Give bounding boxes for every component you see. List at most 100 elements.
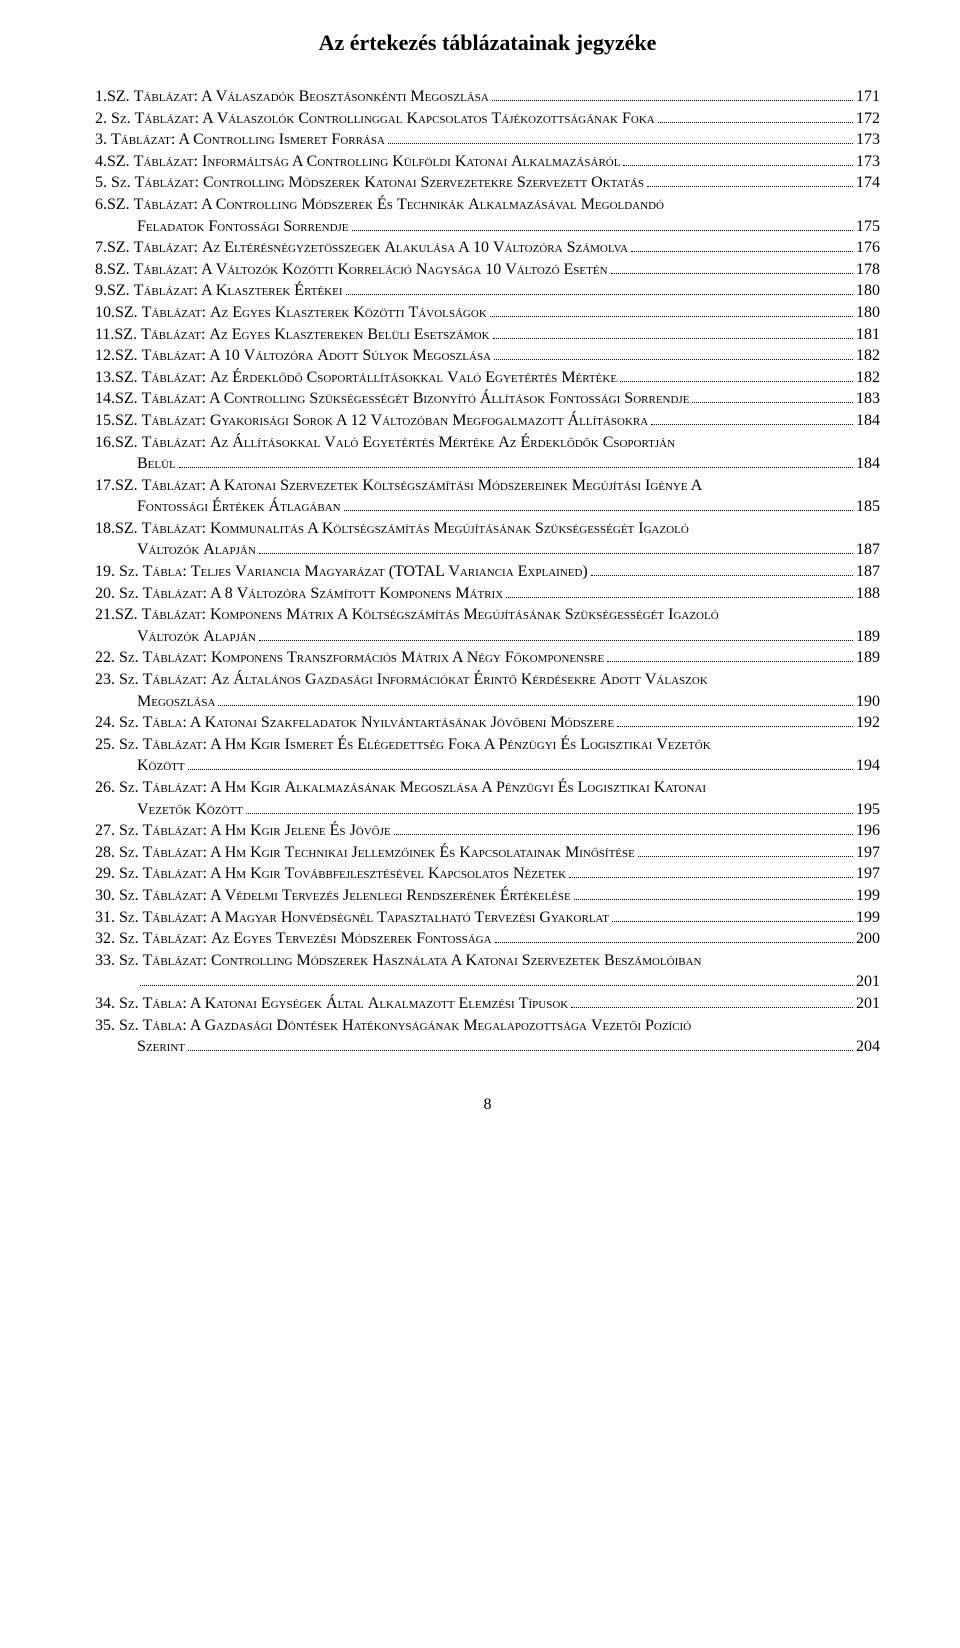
toc-entry-label-cont: Belül [137, 453, 176, 475]
toc-leader [617, 713, 853, 727]
toc-entry: 22. Sz. Táblázat: Komponens Transzformác… [95, 647, 880, 669]
toc-leader [647, 174, 853, 188]
toc-entry: 7.SZ. Táblázat: Az Eltérésnégyzetösszege… [95, 237, 880, 259]
toc-entry-page: 185 [856, 496, 880, 518]
toc-leader [492, 87, 853, 101]
toc-entry: 13.SZ. Táblázat: Az Érdeklődő Csoportáll… [95, 367, 880, 389]
toc-entry: 11.SZ. Táblázat: Az Egyes Klasztereken B… [95, 324, 880, 346]
toc-entry: 16.SZ. Táblázat: Az Állításokkal Való Eg… [95, 432, 880, 454]
toc-leader [352, 217, 853, 231]
toc-entry-continuation: Változók Alapján189 [95, 626, 880, 648]
toc-entry-label: 30. Sz. Táblázat: A Védelmi Tervezés Jel… [95, 885, 571, 907]
toc-entry-label: 25. Sz. Táblázat: A Hm Kgir Ismeret És E… [95, 734, 711, 756]
toc-entry-page: 172 [856, 108, 880, 130]
toc-entry-page: 174 [856, 172, 880, 194]
toc-leader [620, 368, 853, 382]
toc-entry-label: 14.SZ. Táblázat: A Controlling Szükséges… [95, 388, 689, 410]
toc-leader [692, 390, 853, 404]
toc-entry-label: 20. Sz. Táblázat: A 8 Változóra Számítot… [95, 583, 503, 605]
toc-leader [623, 152, 853, 166]
toc-leader [490, 303, 853, 317]
toc-entry-page: 187 [856, 561, 880, 583]
toc-leader [494, 346, 853, 360]
toc-entry-page: 187 [856, 539, 880, 561]
toc-entry: 35. Sz. Tábla: A Gazdasági Döntések Haté… [95, 1015, 880, 1037]
toc-entry-page: 190 [856, 691, 880, 713]
toc-entry-page: 196 [856, 820, 880, 842]
toc-entry-continuation: Között194 [95, 755, 880, 777]
toc-leader [259, 627, 853, 641]
toc-entry: 14.SZ. Táblázat: A Controlling Szükséges… [95, 388, 880, 410]
toc-entry-page: 197 [856, 863, 880, 885]
toc-entry-label-cont: Között [137, 755, 185, 777]
toc-entry-label: 34. Sz. Tábla: A Katonai Egységek Által … [95, 993, 568, 1015]
toc-entry-continuation: Szerint204 [95, 1036, 880, 1058]
toc-entry-label: 28. Sz. Táblázat: A Hm Kgir Technikai Je… [95, 842, 635, 864]
toc-entry: 3. Táblázat: A Controlling Ismeret Forrá… [95, 129, 880, 151]
toc-entry: 34. Sz. Tábla: A Katonai Egységek Által … [95, 993, 880, 1015]
toc-entry: 4.SZ. Táblázat: Informáltság A Controlli… [95, 151, 880, 173]
toc-entry-continuation: 201 [95, 971, 880, 993]
toc-entry: 30. Sz. Táblázat: A Védelmi Tervezés Jel… [95, 885, 880, 907]
toc-entry-label: 26. Sz. Táblázat: A Hm Kgir Alkalmazásán… [95, 777, 706, 799]
toc-entry-label: 16.SZ. Táblázat: Az Állításokkal Való Eg… [95, 432, 675, 454]
toc-leader [571, 994, 853, 1008]
toc-entry: 15.SZ. Táblázat: Gyakorisági Sorok A 12 … [95, 410, 880, 432]
toc-entry-page: 195 [856, 799, 880, 821]
toc-entry-label-cont: Feladatok Fontossági Sorrendje [137, 216, 349, 238]
toc-entry-label: 15.SZ. Táblázat: Gyakorisági Sorok A 12 … [95, 410, 648, 432]
toc-entry-page: 197 [856, 842, 880, 864]
toc-entry-label: 27. Sz. Táblázat: A Hm Kgir Jelene És Jö… [95, 820, 391, 842]
toc-leader [638, 843, 853, 857]
toc-leader [612, 908, 853, 922]
toc-leader [218, 692, 853, 706]
toc-entry-page: 182 [856, 345, 880, 367]
toc-leader [140, 973, 853, 987]
toc-leader [179, 454, 853, 468]
toc-leader [506, 584, 853, 598]
toc-leader [246, 800, 853, 814]
toc-leader [591, 562, 853, 576]
toc-entry-label: 21.SZ. Táblázat: Komponens Mátrix A Költ… [95, 604, 719, 626]
toc-entry-page: 189 [856, 647, 880, 669]
toc-entry-label: 9.SZ. Táblázat: A Klaszterek Értékei [95, 280, 343, 302]
toc-leader [493, 325, 853, 339]
toc-leader [611, 260, 853, 274]
toc-entry-page: 178 [856, 259, 880, 281]
page-title: Az értekezés táblázatainak jegyzéke [95, 30, 880, 56]
toc-entry-page: 182 [856, 367, 880, 389]
toc-entry-page: 183 [856, 388, 880, 410]
toc-entry: 21.SZ. Táblázat: Komponens Mátrix A Költ… [95, 604, 880, 626]
toc-entry-label: 32. Sz. Táblázat: Az Egyes Tervezési Mód… [95, 928, 492, 950]
toc-leader [495, 929, 853, 943]
toc-leader [631, 238, 853, 252]
toc-entry: 29. Sz. Táblázat: A Hm Kgir Továbbfejles… [95, 863, 880, 885]
toc-entry-continuation: Belül184 [95, 453, 880, 475]
toc-entry-label: 22. Sz. Táblázat: Komponens Transzformác… [95, 647, 604, 669]
toc-entry: 1.SZ. Táblázat: A Válaszadók Beosztásonk… [95, 86, 880, 108]
toc-entry-page: 199 [856, 885, 880, 907]
toc-entry-label-cont: Változók Alapján [137, 626, 256, 648]
toc-entry: 27. Sz. Táblázat: A Hm Kgir Jelene És Jö… [95, 820, 880, 842]
toc-entry-continuation: Megoszlása190 [95, 691, 880, 713]
toc-entry: 20. Sz. Táblázat: A 8 Változóra Számítot… [95, 583, 880, 605]
toc-entry: 12.SZ. Táblázat: A 10 Változóra Adott Sú… [95, 345, 880, 367]
toc-entry: 28. Sz. Táblázat: A Hm Kgir Technikai Je… [95, 842, 880, 864]
toc-entry-label: 1.SZ. Táblázat: A Válaszadók Beosztásonk… [95, 86, 489, 108]
toc-entry-label: 13.SZ. Táblázat: Az Érdeklődő Csoportáll… [95, 367, 617, 389]
toc-entry-label: 7.SZ. Táblázat: Az Eltérésnégyzetösszege… [95, 237, 628, 259]
toc-leader [651, 411, 853, 425]
toc-leader [259, 541, 853, 555]
toc-entry-label: 4.SZ. Táblázat: Informáltság A Controlli… [95, 151, 620, 173]
toc-entry-continuation: Vezetők Között195 [95, 799, 880, 821]
toc-entry-page: 192 [856, 712, 880, 734]
toc-entry-label: 3. Táblázat: A Controlling Ismeret Forrá… [95, 129, 385, 151]
toc-leader [607, 649, 853, 663]
page-number: 8 [95, 1096, 880, 1114]
toc-entry-page: 201 [856, 971, 880, 993]
toc-entry: 9.SZ. Táblázat: A Klaszterek Értékei180 [95, 280, 880, 302]
toc-entry-page: 184 [856, 410, 880, 432]
toc-entry-page: 173 [856, 151, 880, 173]
toc-leader [188, 757, 853, 771]
toc-entry-label: 12.SZ. Táblázat: A 10 Változóra Adott Sú… [95, 345, 491, 367]
